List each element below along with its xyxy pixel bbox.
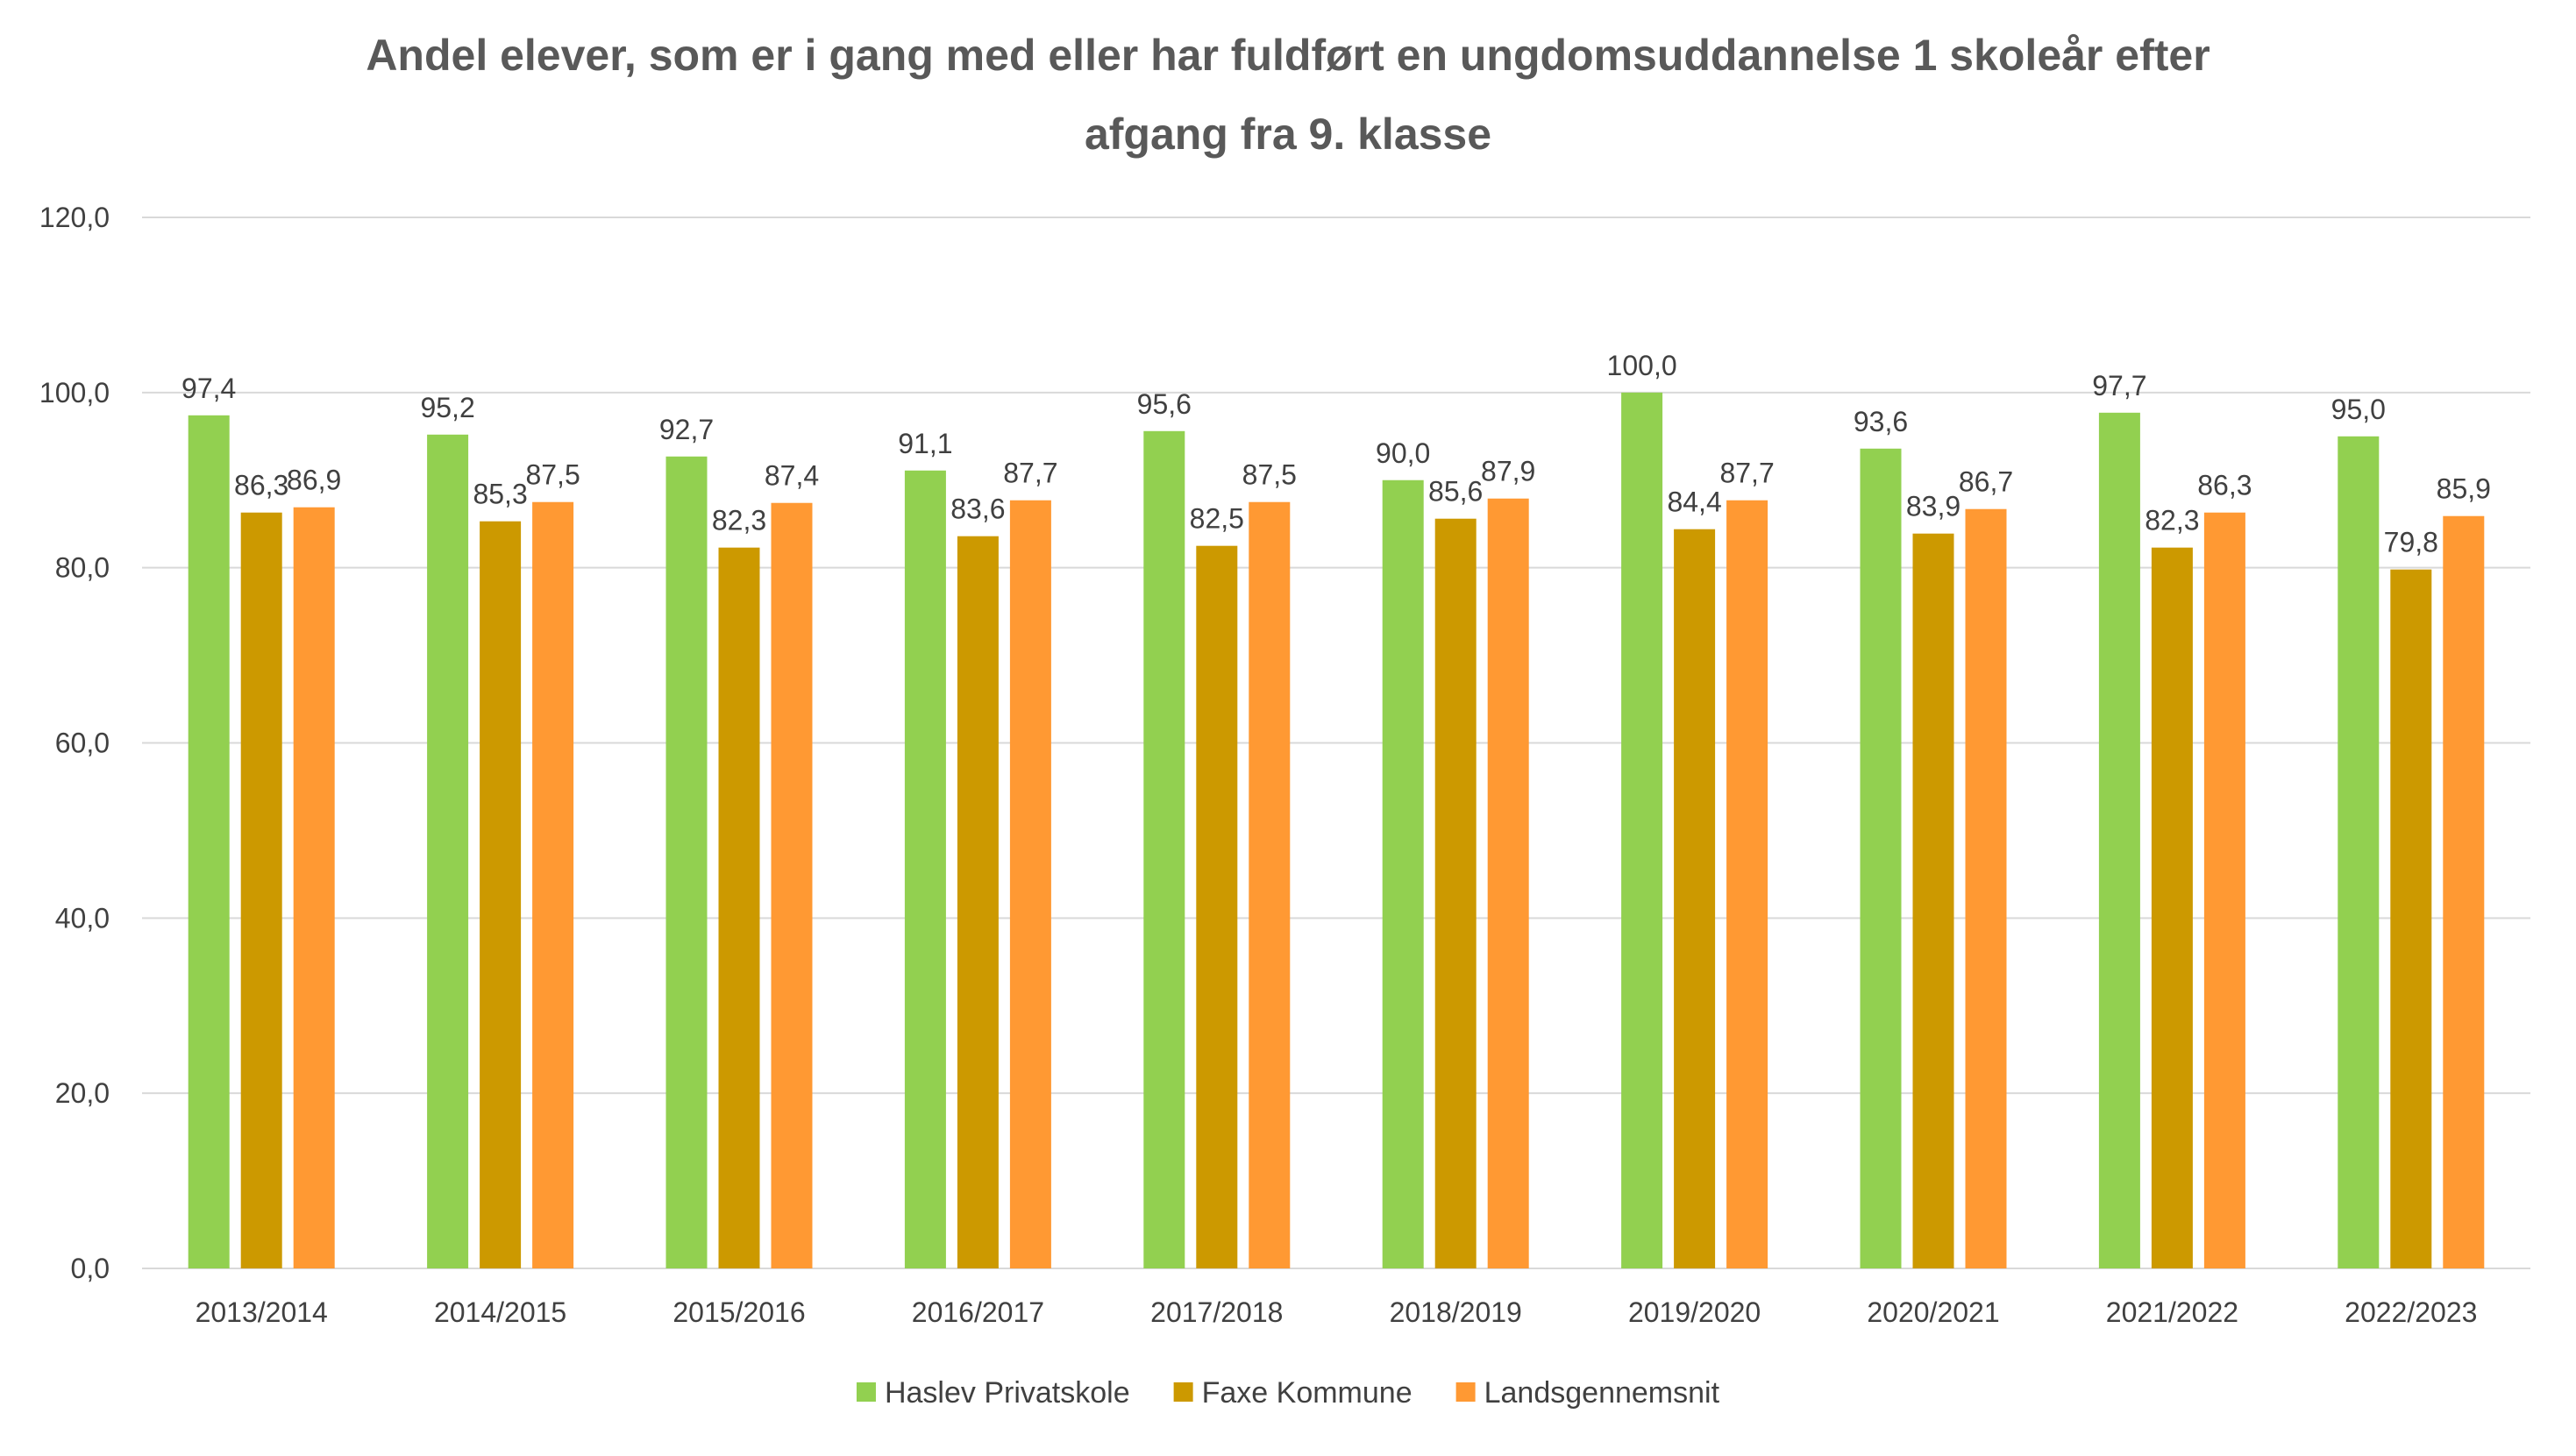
data-label-series-0-cat-0: 97,4 <box>181 373 236 404</box>
bar-series-0-cat-2 <box>665 456 708 1268</box>
bar-series-2-cat-2 <box>771 502 813 1268</box>
x-tick-label-4: 2017/2018 <box>1150 1296 1283 1328</box>
legend-label-0: Haslev Privatskole <box>885 1376 1130 1410</box>
x-tick-label-0: 2013/2014 <box>196 1296 328 1328</box>
data-label-series-2-cat-0: 86,9 <box>287 465 341 496</box>
data-label-series-2-cat-8: 86,3 <box>2197 470 2252 501</box>
data-label-series-1-cat-7: 83,9 <box>1906 491 1960 522</box>
bar-series-2-cat-6 <box>1726 500 1768 1268</box>
bar-series-1-cat-1 <box>480 521 522 1268</box>
bar-series-0-cat-5 <box>1382 479 1424 1268</box>
x-axis-ticks: 2013/2014 2014/2015 2015/2016 2016/2017 2017… <box>196 1296 2478 1328</box>
data-label-series-1-cat-8: 82,3 <box>2145 505 2199 536</box>
bar-series-2-cat-8 <box>2203 512 2245 1268</box>
bar-series-0-cat-7 <box>1860 448 1902 1268</box>
y-tick-label-3: 60,0 <box>55 728 110 759</box>
data-label-series-0-cat-4: 95,6 <box>1137 388 1192 420</box>
y-tick-label-5: 100,0 <box>39 377 110 408</box>
legend-item-2: Landsgennemsnit <box>1455 1376 1720 1410</box>
bar-series-1-cat-0 <box>240 512 282 1268</box>
bar-series-0-cat-8 <box>2098 412 2140 1268</box>
bar-series-0-cat-3 <box>904 470 946 1268</box>
data-label-series-2-cat-5: 87,9 <box>1481 456 1535 487</box>
legend: Haslev Privatskole Faxe Kommune Landsgenne… <box>856 1376 1720 1410</box>
bar-series-2-cat-4 <box>1249 501 1291 1268</box>
data-labels: 97,486,386,995,285,387,592,782,387,491,1… <box>181 350 2491 558</box>
bar-series-0-cat-4 <box>1143 430 1185 1269</box>
data-label-series-0-cat-3: 91,1 <box>898 428 952 459</box>
bar-series-1-cat-5 <box>1434 518 1477 1268</box>
bar-series-2-cat-7 <box>1965 508 2007 1268</box>
data-label-series-2-cat-7: 86,7 <box>1959 466 2013 498</box>
legend-label-1: Faxe Kommune <box>1202 1376 1413 1410</box>
legend-swatch-0 <box>856 1382 876 1402</box>
x-tick-label-7: 2020/2021 <box>1867 1296 1999 1328</box>
data-label-series-0-cat-5: 90,0 <box>1376 437 1430 469</box>
bar-series-1-cat-3 <box>957 536 999 1268</box>
data-label-series-1-cat-1: 85,3 <box>473 479 527 510</box>
data-label-series-1-cat-3: 83,6 <box>950 494 1005 525</box>
x-tick-label-2: 2015/2016 <box>672 1296 805 1328</box>
data-label-series-0-cat-7: 93,6 <box>1854 406 1908 437</box>
x-tick-label-3: 2016/2017 <box>912 1296 1044 1328</box>
legend-swatch-2 <box>1455 1382 1476 1402</box>
y-tick-label-4: 80,0 <box>55 552 110 584</box>
bar-series-1-cat-4 <box>1196 545 1238 1268</box>
bar-series-1-cat-9 <box>2390 569 2432 1268</box>
data-label-series-0-cat-9: 95,0 <box>2331 394 2386 425</box>
data-label-series-1-cat-0: 86,3 <box>234 470 288 501</box>
x-tick-label-9: 2022/2023 <box>2345 1296 2477 1328</box>
bar-series-0-cat-0 <box>188 415 230 1269</box>
x-tick-label-6: 2019/2020 <box>1628 1296 1761 1328</box>
chart-title-line-1: Andel elever, som er i gang med eller ha… <box>366 31 2210 80</box>
data-label-series-2-cat-9: 85,9 <box>2437 473 2491 505</box>
data-label-series-1-cat-9: 79,8 <box>2384 527 2438 558</box>
chart-title-line-2: afgang fra 9. klasse <box>1085 110 1491 159</box>
bar-series-2-cat-3 <box>1009 500 1051 1268</box>
data-label-series-1-cat-5: 85,6 <box>1428 476 1483 508</box>
x-tick-label-1: 2014/2015 <box>434 1296 566 1328</box>
y-tick-label-1: 20,0 <box>55 1077 110 1109</box>
chart-title: Andel elever, som er i gang med eller ha… <box>366 31 2210 159</box>
data-label-series-0-cat-2: 92,7 <box>659 414 714 445</box>
bar-series-0-cat-6 <box>1621 392 1663 1268</box>
data-label-series-0-cat-8: 97,7 <box>2092 370 2146 401</box>
data-label-series-1-cat-4: 82,5 <box>1190 503 1244 535</box>
data-label-series-2-cat-4: 87,5 <box>1242 459 1297 491</box>
data-label-series-1-cat-2: 82,3 <box>712 505 766 536</box>
bar-series-1-cat-7 <box>1912 533 1954 1268</box>
data-label-series-2-cat-2: 87,4 <box>765 460 819 492</box>
bar-series-2-cat-9 <box>2443 515 2485 1268</box>
data-label-series-1-cat-6: 84,4 <box>1667 487 1721 518</box>
bar-series-1-cat-8 <box>2151 547 2193 1268</box>
data-label-series-0-cat-6: 100,0 <box>1607 350 1677 381</box>
legend-label-2: Landsgennemsnit <box>1484 1376 1720 1410</box>
bar-series-0-cat-1 <box>427 434 469 1268</box>
x-tick-label-8: 2021/2022 <box>2106 1296 2238 1328</box>
bars <box>188 392 2485 1269</box>
bar-series-0-cat-9 <box>2338 436 2380 1269</box>
bar-series-2-cat-1 <box>532 501 574 1268</box>
y-tick-label-6: 120,0 <box>39 202 110 233</box>
bar-series-1-cat-6 <box>1674 529 1716 1268</box>
y-tick-label-0: 0,0 <box>71 1253 110 1284</box>
bar-series-2-cat-5 <box>1487 498 1529 1268</box>
legend-item-0: Haslev Privatskole <box>856 1376 1130 1410</box>
data-label-series-2-cat-6: 87,7 <box>1719 458 1774 489</box>
data-label-series-0-cat-1: 95,2 <box>420 392 474 423</box>
legend-item-1: Faxe Kommune <box>1173 1376 1413 1410</box>
data-label-series-2-cat-3: 87,7 <box>1003 458 1057 489</box>
x-tick-label-5: 2018/2019 <box>1390 1296 1522 1328</box>
y-tick-label-2: 40,0 <box>55 902 110 934</box>
data-label-series-2-cat-1: 87,5 <box>525 459 580 491</box>
y-axis-ticks: 0,0 20,0 40,0 60,0 80,0 100,0 120,0 <box>39 202 110 1284</box>
bar-series-1-cat-2 <box>718 547 760 1268</box>
legend-swatch-1 <box>1173 1382 1193 1402</box>
bar-series-2-cat-0 <box>293 507 335 1268</box>
